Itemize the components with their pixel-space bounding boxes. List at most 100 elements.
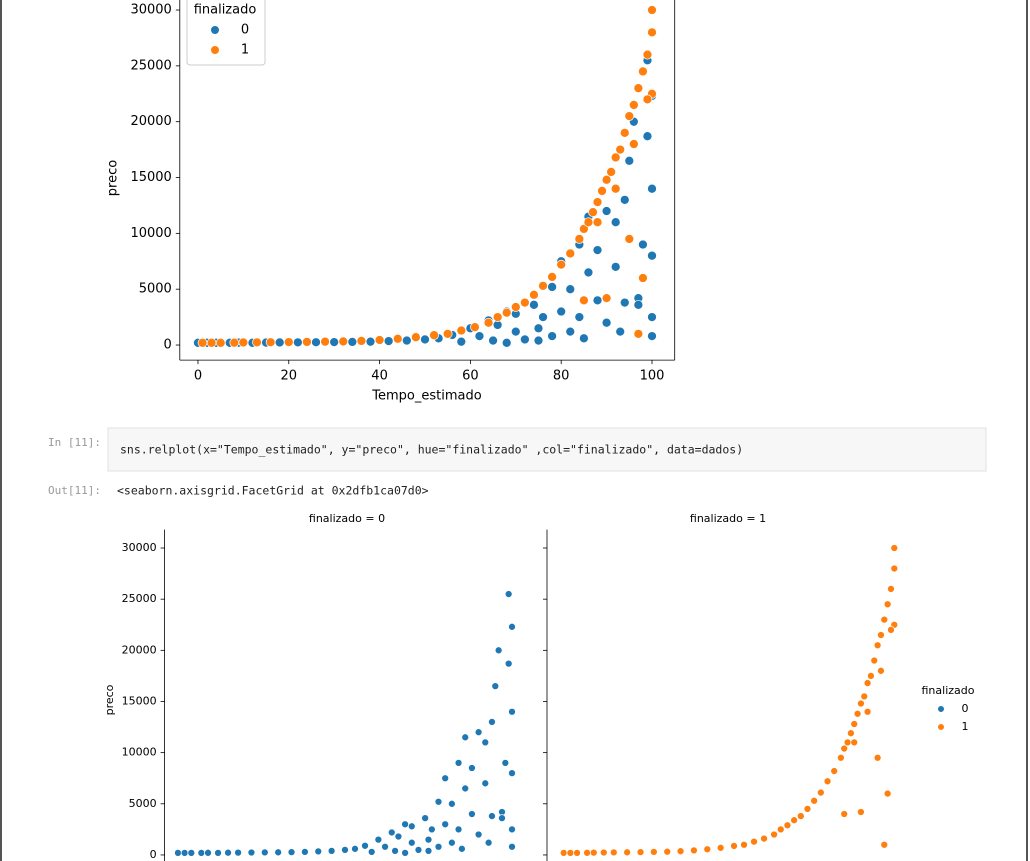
data-point	[421, 814, 429, 822]
output-text: <seaborn.axisgrid.FacetGrid at 0x2dfb1ca…	[117, 484, 429, 498]
data-point	[474, 728, 483, 737]
data-point	[816, 788, 825, 797]
data-point	[427, 825, 436, 834]
data-point	[628, 100, 639, 110]
data-point	[860, 692, 869, 701]
data-point	[392, 333, 403, 344]
data-point	[638, 273, 648, 283]
x-tick-label: 0	[194, 369, 202, 384]
data-point	[494, 646, 503, 655]
data-point	[857, 699, 865, 708]
data-point	[592, 245, 603, 255]
data-point	[314, 847, 323, 856]
data-point	[873, 753, 882, 762]
data-point	[610, 152, 621, 163]
data-point	[610, 183, 621, 194]
data-point	[407, 838, 416, 847]
data-point	[491, 682, 500, 690]
data-point	[750, 837, 758, 846]
legend-title: finalizado	[194, 3, 257, 18]
data-point	[481, 779, 490, 788]
data-point	[579, 224, 589, 234]
data-point	[501, 337, 512, 348]
data-point	[638, 66, 648, 77]
data-point	[533, 323, 544, 334]
data-point	[601, 174, 612, 185]
in-prompt: In [11]:	[48, 436, 101, 449]
data-point	[351, 844, 359, 853]
x-axis-label: Tempo_estimado	[371, 389, 481, 404]
data-point	[458, 844, 466, 853]
data-point	[329, 337, 340, 347]
data-point	[624, 155, 635, 166]
data-point	[411, 332, 421, 343]
data-point	[716, 843, 725, 852]
data-point	[624, 234, 635, 244]
data-point	[461, 733, 470, 742]
data-point	[441, 820, 450, 829]
data-point	[498, 814, 506, 822]
data-point	[853, 709, 862, 718]
data-point	[588, 207, 598, 217]
data-point	[606, 167, 616, 177]
data-point	[547, 331, 557, 341]
data-point	[565, 248, 576, 259]
data-point	[610, 217, 621, 228]
data-point	[520, 334, 530, 345]
data-point	[633, 329, 644, 339]
data-point	[565, 326, 576, 337]
legend-label: 0	[241, 23, 249, 38]
y-tick-label: 20000	[122, 643, 157, 656]
data-point	[508, 707, 516, 716]
code-cell[interactable]	[107, 427, 987, 472]
data-point	[287, 848, 296, 856]
data-point	[840, 810, 849, 818]
data-point	[887, 626, 895, 634]
data-point	[663, 847, 672, 856]
data-point	[434, 797, 443, 806]
data-point	[401, 820, 409, 829]
data-point	[454, 759, 463, 767]
data-point	[559, 849, 568, 857]
data-point	[381, 842, 389, 851]
data-point	[647, 27, 657, 38]
data-point	[579, 295, 589, 306]
data-point	[501, 307, 512, 318]
data-point	[414, 845, 423, 854]
data-point	[579, 333, 589, 344]
data-point	[642, 131, 653, 142]
data-point	[215, 337, 226, 348]
data-point	[601, 206, 612, 216]
data-point	[301, 848, 309, 856]
data-point	[529, 289, 539, 300]
data-point	[234, 848, 242, 857]
data-point	[703, 845, 712, 854]
data-point	[880, 840, 889, 849]
data-point	[601, 317, 612, 328]
data-point	[214, 849, 222, 857]
data-point	[823, 777, 832, 786]
data-point	[573, 849, 581, 857]
data-point	[565, 284, 576, 295]
y-tick-label: 5000	[129, 797, 157, 810]
data-point	[341, 845, 349, 854]
data-point	[647, 250, 657, 261]
data-point	[790, 816, 798, 825]
data-point	[583, 217, 594, 228]
data-point	[890, 564, 899, 573]
data-point	[609, 848, 618, 857]
data-point	[863, 707, 872, 716]
data-point	[783, 821, 792, 830]
data-point	[574, 312, 585, 322]
data-point	[492, 312, 503, 322]
data-point	[840, 744, 849, 753]
data-point	[274, 848, 283, 857]
data-point	[601, 293, 612, 303]
y-tick-label: 15000	[122, 694, 157, 707]
data-point	[424, 835, 433, 844]
data-point	[583, 267, 594, 278]
data-point	[461, 784, 470, 793]
data-point	[197, 337, 208, 348]
